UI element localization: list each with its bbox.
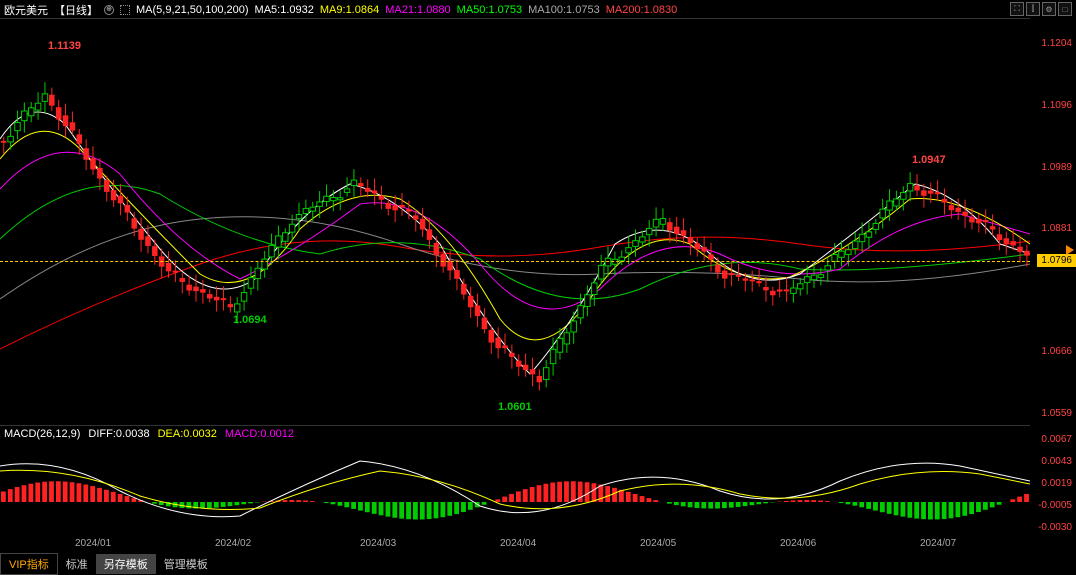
x-tick: 2024/05 (640, 538, 676, 549)
ma50: MA50:1.0753 (457, 4, 522, 16)
ma21: MA21:1.0880 (385, 4, 450, 16)
y-tick: 0.0067 (1041, 434, 1072, 445)
price-annotation: 1.0694 (233, 314, 267, 326)
close-icon[interactable]: □ (1058, 2, 1072, 16)
timeframe-label: 【日线】 (54, 2, 98, 18)
chart-header: 欧元美元 【日线】 ⊕ MA(5,9,21,50,100,200) MA5:1.… (4, 2, 677, 18)
x-tick: 2024/04 (500, 538, 536, 549)
ma5-val: 1.0932 (280, 4, 314, 16)
ma-params: MA(5,9,21,50,100,200) (136, 4, 249, 16)
indicator-tab[interactable]: 另存模板 (96, 554, 156, 574)
diff-val: 0.0038 (116, 428, 150, 440)
last-price-line (0, 261, 1030, 262)
y-tick: 1.1096 (1041, 100, 1072, 111)
macd-params: MACD(26,12,9) (4, 428, 80, 440)
indicator-tabs: VIP指标标准另存模板管理模板 (0, 554, 1076, 574)
ma200-label: MA200: (606, 4, 644, 16)
price-annotation: 1.0601 (498, 401, 532, 413)
ma100: MA100:1.0753 (528, 4, 600, 16)
ma9-val: 1.0864 (346, 4, 380, 16)
y-tick: 1.0989 (1041, 162, 1072, 173)
chart-svg (0, 19, 1030, 419)
refresh-icon[interactable]: ⊕ (104, 5, 114, 15)
symbol-label: 欧元美元 (4, 2, 48, 18)
y-tick: 1.0559 (1041, 408, 1072, 419)
y-tick: 0.0043 (1041, 456, 1072, 467)
settings-icon[interactable]: ⚙ (1042, 2, 1056, 16)
macd-y-axis: 0.0067 0.0043 0.0019 -0.0005 -0.0030 (1030, 425, 1076, 535)
macd-bar-val: 0.0012 (260, 428, 294, 440)
ma200-val: 1.0830 (644, 4, 678, 16)
x-tick: 2024/01 (75, 538, 111, 549)
indicator-tab[interactable]: 标准 (58, 554, 96, 574)
macd-chart[interactable]: MACD(26,12,9) DIFF:0.0038 DEA:0.0032 MAC… (0, 425, 1030, 535)
diff-label: DIFF: (88, 428, 116, 440)
dea: DEA:0.0032 (158, 428, 217, 440)
chart-toolbar: ⛶ ⫿ ⚙ □ (1010, 2, 1072, 16)
fullscreen-icon[interactable]: ⛶ (1010, 2, 1024, 16)
x-tick: 2024/07 (920, 538, 956, 549)
macd-svg (0, 426, 1030, 536)
diff: DIFF:0.0038 (88, 428, 149, 440)
dea-label: DEA: (158, 428, 184, 440)
price-chart[interactable]: 1.0796 1.11391.06941.06011.0947 (0, 18, 1030, 418)
ma5: MA5:1.0932 (255, 4, 314, 16)
ma9-label: MA9: (320, 4, 346, 16)
last-price-tag: 1.0796 (1037, 254, 1076, 267)
macd-bar-label: MACD: (225, 428, 260, 440)
trading-chart-app: 欧元美元 【日线】 ⊕ MA(5,9,21,50,100,200) MA5:1.… (0, 0, 1076, 574)
y-tick: 1.0666 (1041, 346, 1072, 357)
ma9: MA9:1.0864 (320, 4, 379, 16)
price-annotation: 1.0947 (912, 154, 946, 166)
ma50-label: MA50: (457, 4, 489, 16)
x-tick: 2024/02 (215, 538, 251, 549)
ma21-label: MA21: (385, 4, 417, 16)
y-tick: 0.0019 (1041, 478, 1072, 489)
time-x-axis: 2024/01 2024/02 2024/03 2024/04 2024/05 2024/… (0, 538, 1030, 554)
ma50-val: 1.0753 (488, 4, 522, 16)
price-y-axis: 1.1204 1.1096 1.0989 1.0881 1.0666 1.0559 (1030, 18, 1076, 418)
ma100-val: 1.0753 (566, 4, 600, 16)
x-tick: 2024/03 (360, 538, 396, 549)
y-tick: -0.0005 (1038, 500, 1072, 511)
y-tick: 1.0881 (1041, 223, 1072, 234)
y-tick: 1.1204 (1041, 38, 1072, 49)
y-tick: -0.0030 (1038, 522, 1072, 533)
price-annotation: 1.1139 (48, 40, 81, 52)
ma5-label: MA5: (255, 4, 281, 16)
dea-val: 0.0032 (183, 428, 217, 440)
pattern-icon[interactable] (120, 5, 130, 15)
ma200: MA200:1.0830 (606, 4, 678, 16)
indicator-tab[interactable]: 管理模板 (156, 554, 216, 574)
arrow-icon (1066, 245, 1074, 255)
indicator-tab[interactable]: VIP指标 (0, 553, 58, 575)
macd-bar: MACD:0.0012 (225, 428, 294, 440)
x-tick: 2024/06 (780, 538, 816, 549)
chart-type-icon[interactable]: ⫿ (1026, 2, 1040, 16)
ma100-label: MA100: (528, 4, 566, 16)
ma21-val: 1.0880 (417, 4, 451, 16)
macd-header: MACD(26,12,9) DIFF:0.0038 DEA:0.0032 MAC… (4, 428, 294, 440)
